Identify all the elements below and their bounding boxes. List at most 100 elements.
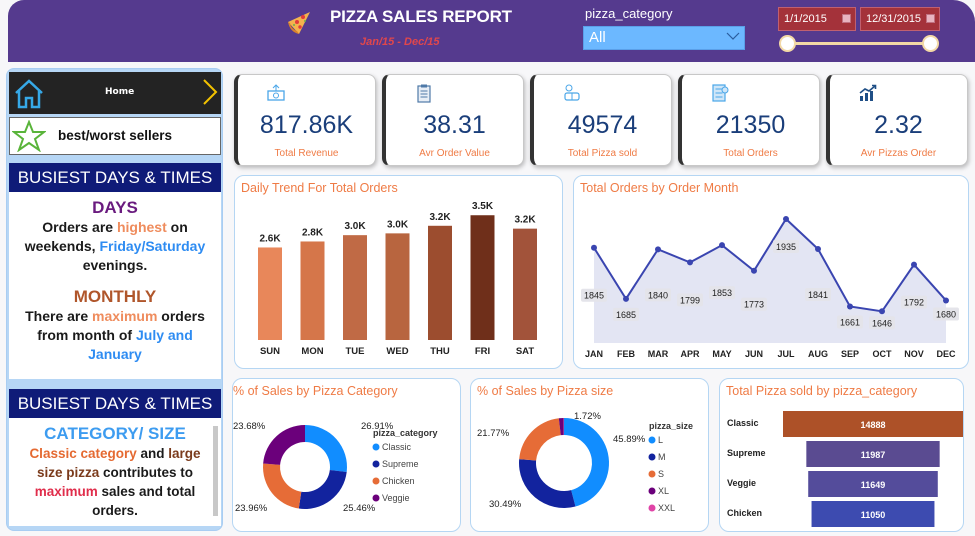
data-label-bg: [581, 288, 607, 302]
bar-fri: [470, 215, 495, 340]
data-label: 1841: [808, 290, 828, 300]
legend-title: pizza_size: [649, 421, 693, 431]
data-label: 11987: [861, 450, 886, 460]
category-label: Chicken: [727, 508, 762, 518]
legend-item: S: [658, 469, 664, 479]
chevron-right-icon[interactable]: [202, 78, 218, 106]
slice-xl: [558, 418, 564, 436]
chart-title: Total Orders by Order Month: [580, 181, 739, 195]
data-point: [591, 244, 597, 251]
legend-title: pizza_category: [373, 428, 438, 438]
slider-start-handle[interactable]: [779, 35, 796, 52]
home-icon: [15, 79, 43, 109]
bar-thu: [428, 225, 452, 340]
chevron-down-icon: [726, 32, 740, 40]
chart-title: Total Pizza sold by pizza_category: [726, 384, 918, 398]
kpi-value: 38.31: [423, 111, 486, 139]
data-label: 14888: [860, 420, 885, 430]
pizza-sold-by-category-panel: Total Pizza sold by pizza_category 14888…: [719, 378, 964, 532]
slice-value-label: 21.77%: [477, 428, 510, 439]
chart-title: Daily Trend For Total Orders: [241, 181, 398, 195]
monthly-title: MONTHLY: [73, 287, 157, 306]
legend-item: XXL: [658, 503, 675, 513]
legend-item: XL: [658, 486, 669, 496]
x-tick-label: APR: [680, 349, 700, 359]
legend-marker: [648, 436, 656, 444]
bar-sat: [513, 228, 537, 340]
kpi-card-total-pizza-sold: 49574 Total Pizza sold: [530, 74, 672, 166]
slider-end-handle[interactable]: [922, 35, 939, 52]
kpi-label: Avr Pizzas Order: [860, 148, 937, 159]
legend-item: Veggie: [382, 493, 410, 503]
legend-item: Classic: [382, 442, 412, 452]
data-label: 1935: [776, 242, 796, 252]
calendar-icon[interactable]: [926, 14, 935, 23]
data-label: 1680: [936, 309, 956, 319]
category-label: Veggie: [727, 478, 756, 488]
calendar-icon[interactable]: [842, 14, 851, 23]
x-tick-label: FRI: [475, 346, 490, 357]
data-label: 1845: [584, 291, 604, 301]
slice-value-label: 30.49%: [489, 499, 522, 510]
data-point: [815, 246, 821, 253]
x-tick-label: MAR: [648, 349, 669, 359]
x-tick-label: FEB: [617, 349, 636, 359]
category-label: Supreme: [727, 448, 766, 458]
x-tick-label: OCT: [873, 349, 893, 359]
scrollbar[interactable]: [213, 426, 218, 516]
sidebar: Home best/worst sellers BUSIEST DAYS & T…: [6, 68, 223, 531]
data-label: 2.8K: [302, 227, 324, 238]
legend-item: Supreme: [382, 459, 419, 469]
sales-by-size-panel: % of Sales by Pizza size 45.89% 30.49% 21.…: [470, 378, 709, 532]
nav-home-button[interactable]: Home: [9, 72, 221, 114]
end-date-value: 12/31/2015: [866, 13, 922, 25]
end-date-input[interactable]: 12/31/2015: [860, 7, 940, 31]
data-point: [847, 303, 853, 310]
x-tick-label: TUE: [346, 346, 365, 357]
data-label: 3.0K: [387, 219, 409, 230]
data-label: 1661: [840, 318, 860, 328]
data-label-bg: [933, 307, 959, 321]
date-range-subtitle: Jan/15 - Dec/15: [360, 36, 440, 48]
chart-title: % of Sales by Pizza size: [477, 384, 614, 398]
funnel-bar-chicken: [811, 501, 935, 527]
data-point: [943, 297, 949, 304]
x-tick-label: MAY: [712, 349, 731, 359]
x-tick-label: JUL: [777, 349, 795, 359]
insight-category-size: CATEGORY/ SIZE Classic category and larg…: [9, 418, 221, 526]
data-label-bg: [773, 239, 799, 253]
star-icon: [12, 120, 46, 152]
start-date-input[interactable]: 1/1/2015: [778, 7, 856, 31]
nav-home-label: Home: [105, 87, 135, 97]
category-dropdown[interactable]: All: [583, 26, 745, 50]
data-label: 2.6K: [259, 233, 281, 244]
bar-wed: [385, 233, 410, 340]
x-tick-label: SUN: [260, 346, 280, 357]
kpi-value: 49574: [567, 111, 638, 139]
data-label-bg: [613, 307, 639, 321]
slice-l: [564, 418, 609, 507]
kpi-value: 21350: [715, 111, 786, 139]
legend-marker: [372, 443, 380, 451]
data-label-bg: [645, 288, 671, 302]
x-tick-label: JUN: [745, 349, 763, 359]
nav-best-worst-sellers-button[interactable]: best/worst sellers: [9, 117, 221, 155]
kpi-card-total-revenue: 817.86K Total Revenue: [234, 74, 376, 166]
series-line: [593, 217, 947, 313]
data-label: 1646: [872, 318, 892, 328]
section-heading-category: BUSIEST DAYS & TIMES: [9, 389, 221, 418]
x-tick-label: JAN: [585, 349, 603, 359]
data-label-bg: [869, 316, 895, 330]
x-tick-label: NOV: [904, 349, 924, 359]
data-point: [623, 295, 629, 302]
data-label: 11050: [861, 510, 886, 520]
bar-tue: [343, 235, 367, 340]
growth-chart-icon: [859, 84, 877, 101]
data-label: 1792: [904, 298, 924, 308]
data-label-bg: [709, 286, 735, 300]
monthly-orders-chart: 1845 JAN 1685 FEB 1840 MAR 1799 APR 1853 MAY 1773 J…: [581, 215, 959, 359]
category-size-text: Classic category and large size pizza co…: [29, 446, 201, 518]
funnel-bar-veggie: [808, 471, 938, 497]
date-range-slider[interactable]: [787, 42, 931, 45]
daily-trend-chart: 2.6K SUN 2.8K MON 3.0K TUE 3.0K WED 3.2K THU 3.5K F…: [258, 201, 537, 357]
